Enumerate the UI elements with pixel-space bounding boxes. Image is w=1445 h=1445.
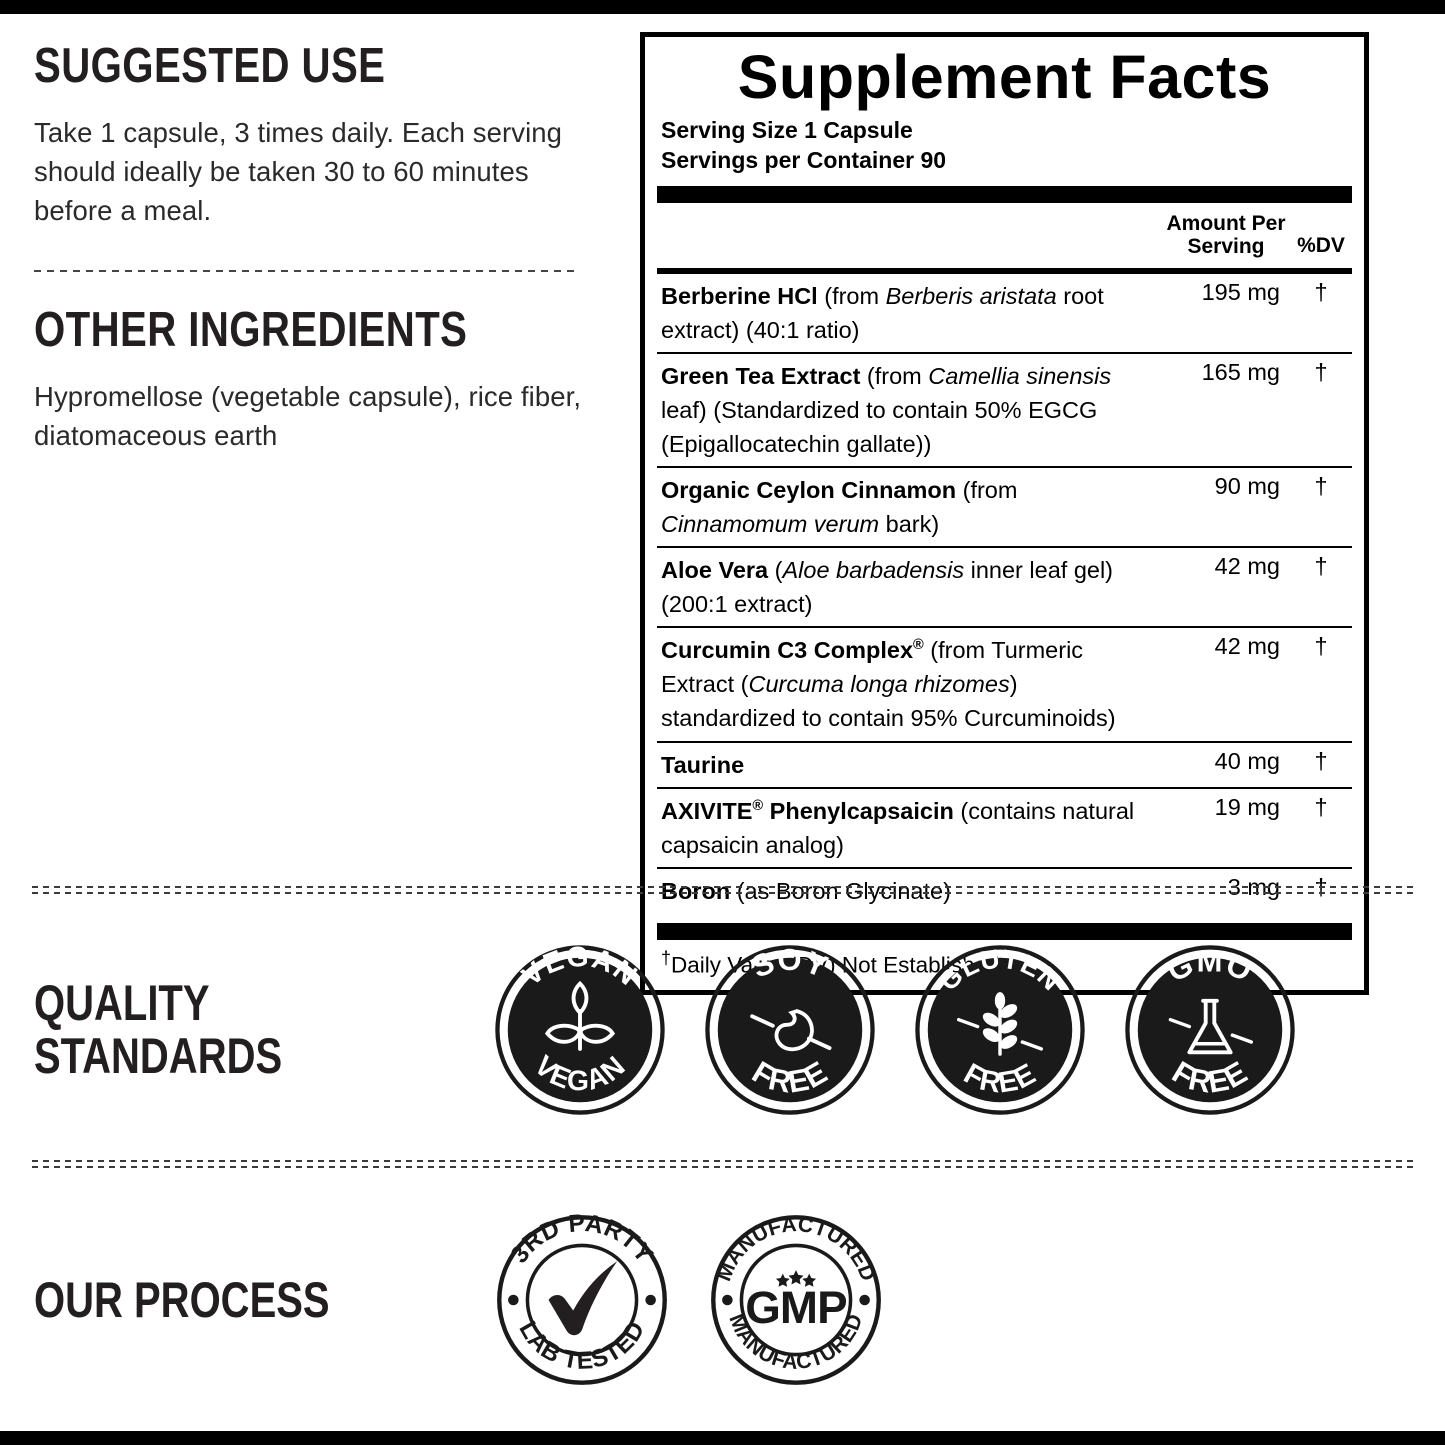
footer-thick-rule [657,922,1352,940]
supplement-facts-box: Supplement Facts Serving Size 1 Capsule … [640,32,1369,996]
header-thick-rule [657,185,1352,203]
supplement-facts-title: Supplement Facts [737,43,1272,111]
badge-third-party-lab-tested: 3RD PARTY LAB TESTED [494,1212,670,1388]
ingredient-name: Taurine [657,740,1162,788]
gmp-center-text: GMP [745,1282,847,1333]
suggested-use-heading: SUGGESTED USE [34,39,386,93]
footnote-dagger: † [661,947,672,968]
gluten-free-badge-graphic: GLUTEN FREE [915,944,1085,1115]
divider-quality [32,886,1413,894]
table-row: Curcumin C3 Complex® (from Turmeric Extr… [657,626,1352,742]
ingredient-name: Aloe Vera (Aloe barbadensis inner leaf g… [657,546,1162,628]
ingredient-name: Boron (as Boron Glycinate) [657,866,1162,913]
lab-tested-badge-graphic: 3RD PARTY LAB TESTED [497,1212,667,1385]
ingredient-amount: 195 mg [1201,278,1280,305]
table-header-row: Amount Per Serving %DV [657,203,1352,268]
ingredient-amount: 40 mg [1162,740,1290,788]
table-header-group: Amount Per Serving %DV [657,203,1352,268]
gmp-badge-graphic: MANUFACTURED MANUFACTURED GMP [711,1213,881,1385]
badge-vegan: VEGAN VEGAN [494,944,666,1116]
serving-size-line: Serving Size 1 Capsule [661,117,913,144]
table-row: Boron (as Boron Glycinate) 3 mg † [657,866,1352,913]
quality-standards-badges: VEGAN VEGAN [494,944,1296,1116]
badge-soy-free: SOY FREE [704,944,876,1116]
amount-header-line2: Serving [1187,235,1265,259]
ingredient-daily-value: † [1290,351,1352,468]
ingredient-name: Organic Ceylon Cinnamon (from Cinnamomum… [657,466,1162,548]
other-ingredients-text: Hypromellose (vegetable capsule), rice f… [34,381,582,452]
table-row: Berberine HCl (from Berberis aristata ro… [657,274,1352,353]
our-process-badges: 3RD PARTY LAB TESTED [494,1212,884,1388]
ingredient-daily-value: † [1290,866,1352,913]
gmo-free-badge-graphic: GMO FREE [1125,944,1295,1115]
top-section: SUGGESTED USE Take 1 capsule, 3 times da… [0,14,1445,996]
ingredient-amount: 19 mg [1162,786,1290,868]
ingredient-name: Green Tea Extract (from Camellia sinensi… [657,351,1162,468]
leaf-icon [544,980,616,1051]
left-column-divider [34,270,574,273]
stars-icon [775,1270,817,1287]
badge-gmo-free: GMO FREE [1124,944,1296,1116]
ingredient-daily-value: † [1290,466,1352,548]
ingredient-rows-body: Berberine HCl (from Berberis aristata ro… [657,274,1352,913]
our-process-heading: OUR PROCESS [34,1271,330,1328]
ingredient-amount: 42 mg [1162,546,1290,628]
table-row: Aloe Vera (Aloe barbadensis inner leaf g… [657,546,1352,628]
table-row: AXIVITE® Phenylcapsaicin (contains natur… [657,786,1352,868]
suggested-use-text: Take 1 capsule, 3 times daily. Each serv… [34,117,563,227]
ingredient-daily-value: † [1290,786,1352,868]
our-process-band: OUR PROCESS 3RD PARTY [0,1210,1445,1390]
bottom-black-bar [0,1431,1445,1445]
top-black-bar [0,0,1445,14]
soybean-icon [750,1009,832,1052]
table-row: Taurine 40 mg † [657,740,1352,788]
other-ingredients-heading: OTHER INGREDIENTS [34,303,468,358]
quality-standards-band: QUALITY STANDARDS VEGAN VEGAN [0,930,1445,1130]
quality-standards-heading: QUALITY STANDARDS [34,975,283,1084]
servings-per-container-line: Servings per Container 90 [661,147,947,174]
ingredient-daily-value: † [1314,278,1328,305]
amount-per-serving-header: Amount Per Serving [1162,203,1290,268]
supplement-facts-panel: Supplement Facts Serving Size 1 Capsule … [640,14,1445,996]
left-info-column: SUGGESTED USE Take 1 capsule, 3 times da… [0,14,640,864]
ingredient-daily-value: † [1290,740,1352,788]
wheat-icon [982,992,1018,1056]
ingredient-name: Curcumin C3 Complex® (from Turmeric Extr… [657,626,1162,742]
table-row: Green Tea Extract (from Camellia sinensi… [657,351,1352,468]
ingredient-daily-value: † [1290,546,1352,628]
checkmark-icon [548,1261,618,1336]
supplement-facts-table: Amount Per Serving %DV [657,203,1352,268]
table-row: Organic Ceylon Cinnamon (from Cinnamomum… [657,466,1352,548]
flask-icon [1187,998,1233,1055]
ingredient-name: AXIVITE® Phenylcapsaicin (contains natur… [657,786,1162,868]
amount-header-line1: Amount Per [1166,211,1286,235]
badge-gluten-free: GLUTEN FREE [914,944,1086,1116]
dv-header: %DV [1297,233,1345,257]
ingredient-amount: 42 mg [1162,626,1290,742]
soy-free-badge-graphic: SOY FREE [705,944,875,1115]
header-bottom-rule [657,267,1352,274]
ingredient-rows-table: Berberine HCl (from Berberis aristata ro… [657,274,1352,913]
vegan-badge-graphic: VEGAN VEGAN [495,944,665,1115]
ingredient-daily-value: † [1290,626,1352,742]
ingredient-amount: 165 mg [1162,351,1290,468]
header-spacer-cell [657,203,1162,268]
badge-gmp-manufactured: MANUFACTURED MANUFACTURED GMP [708,1212,884,1388]
ingredient-amount: 90 mg [1162,466,1290,548]
ingredient-name: Berberine HCl (from Berberis aristata ro… [661,282,1104,343]
divider-process [32,1160,1413,1168]
